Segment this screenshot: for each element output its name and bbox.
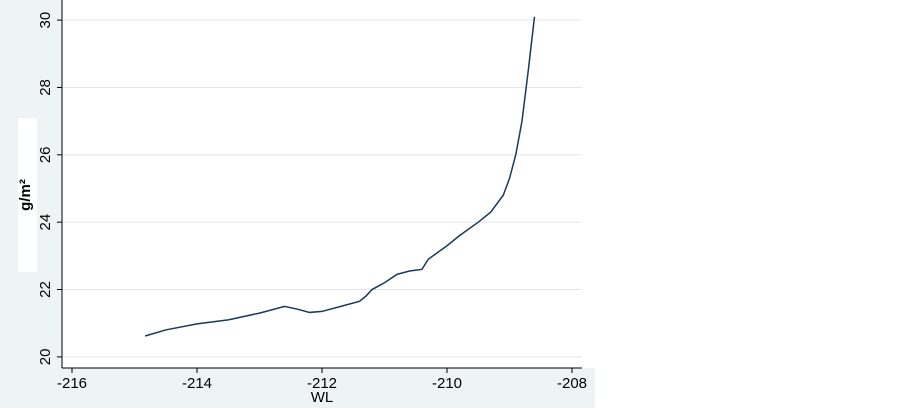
plot-area	[62, 0, 595, 368]
y-tick-label: 30	[37, 12, 54, 29]
data-line	[144, 16, 536, 337]
y-tick-label: 28	[37, 79, 54, 96]
y-tick-label: 24	[37, 214, 54, 231]
y-tick-label: 22	[37, 281, 54, 298]
x-tick-label: -216	[57, 375, 87, 392]
x-tick-label: -210	[432, 375, 462, 392]
x-tick-label: -212	[307, 375, 337, 392]
x-tick-label: -214	[182, 375, 212, 392]
y-tick-label: 20	[37, 349, 54, 366]
y-tick-label: 26	[37, 146, 54, 163]
x-tick-label: -208	[557, 375, 587, 392]
x-axis-title: WL	[311, 389, 334, 406]
y-title-box	[18, 118, 37, 272]
y-axis-title: g/m²	[17, 179, 34, 211]
